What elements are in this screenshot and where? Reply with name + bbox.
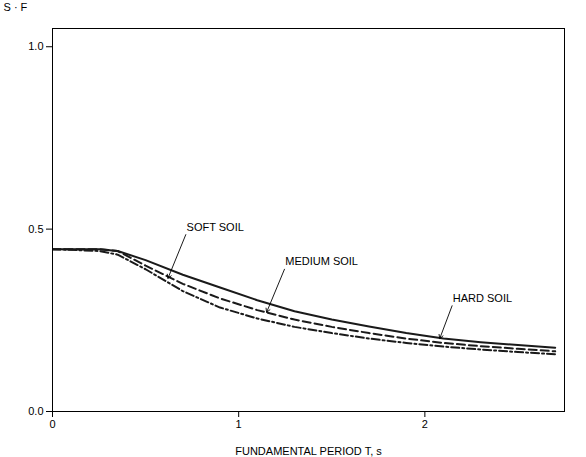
svg-text:FUNDAMENTAL PERIOD T, s: FUNDAMENTAL PERIOD T, s xyxy=(235,445,382,457)
svg-text:0.5: 0.5 xyxy=(28,223,43,235)
svg-text:2: 2 xyxy=(422,418,428,430)
svg-text:MEDIUM SOIL: MEDIUM SOIL xyxy=(285,255,358,267)
svg-text:0.0: 0.0 xyxy=(28,405,43,417)
svg-text:1: 1 xyxy=(236,418,242,430)
svg-text:1.0: 1.0 xyxy=(28,40,43,52)
svg-text:0: 0 xyxy=(49,418,55,430)
svg-text:SOFT SOIL: SOFT SOIL xyxy=(187,221,244,233)
svg-text:HARD SOIL: HARD SOIL xyxy=(453,292,512,304)
svg-text:S · F: S · F xyxy=(4,1,28,13)
